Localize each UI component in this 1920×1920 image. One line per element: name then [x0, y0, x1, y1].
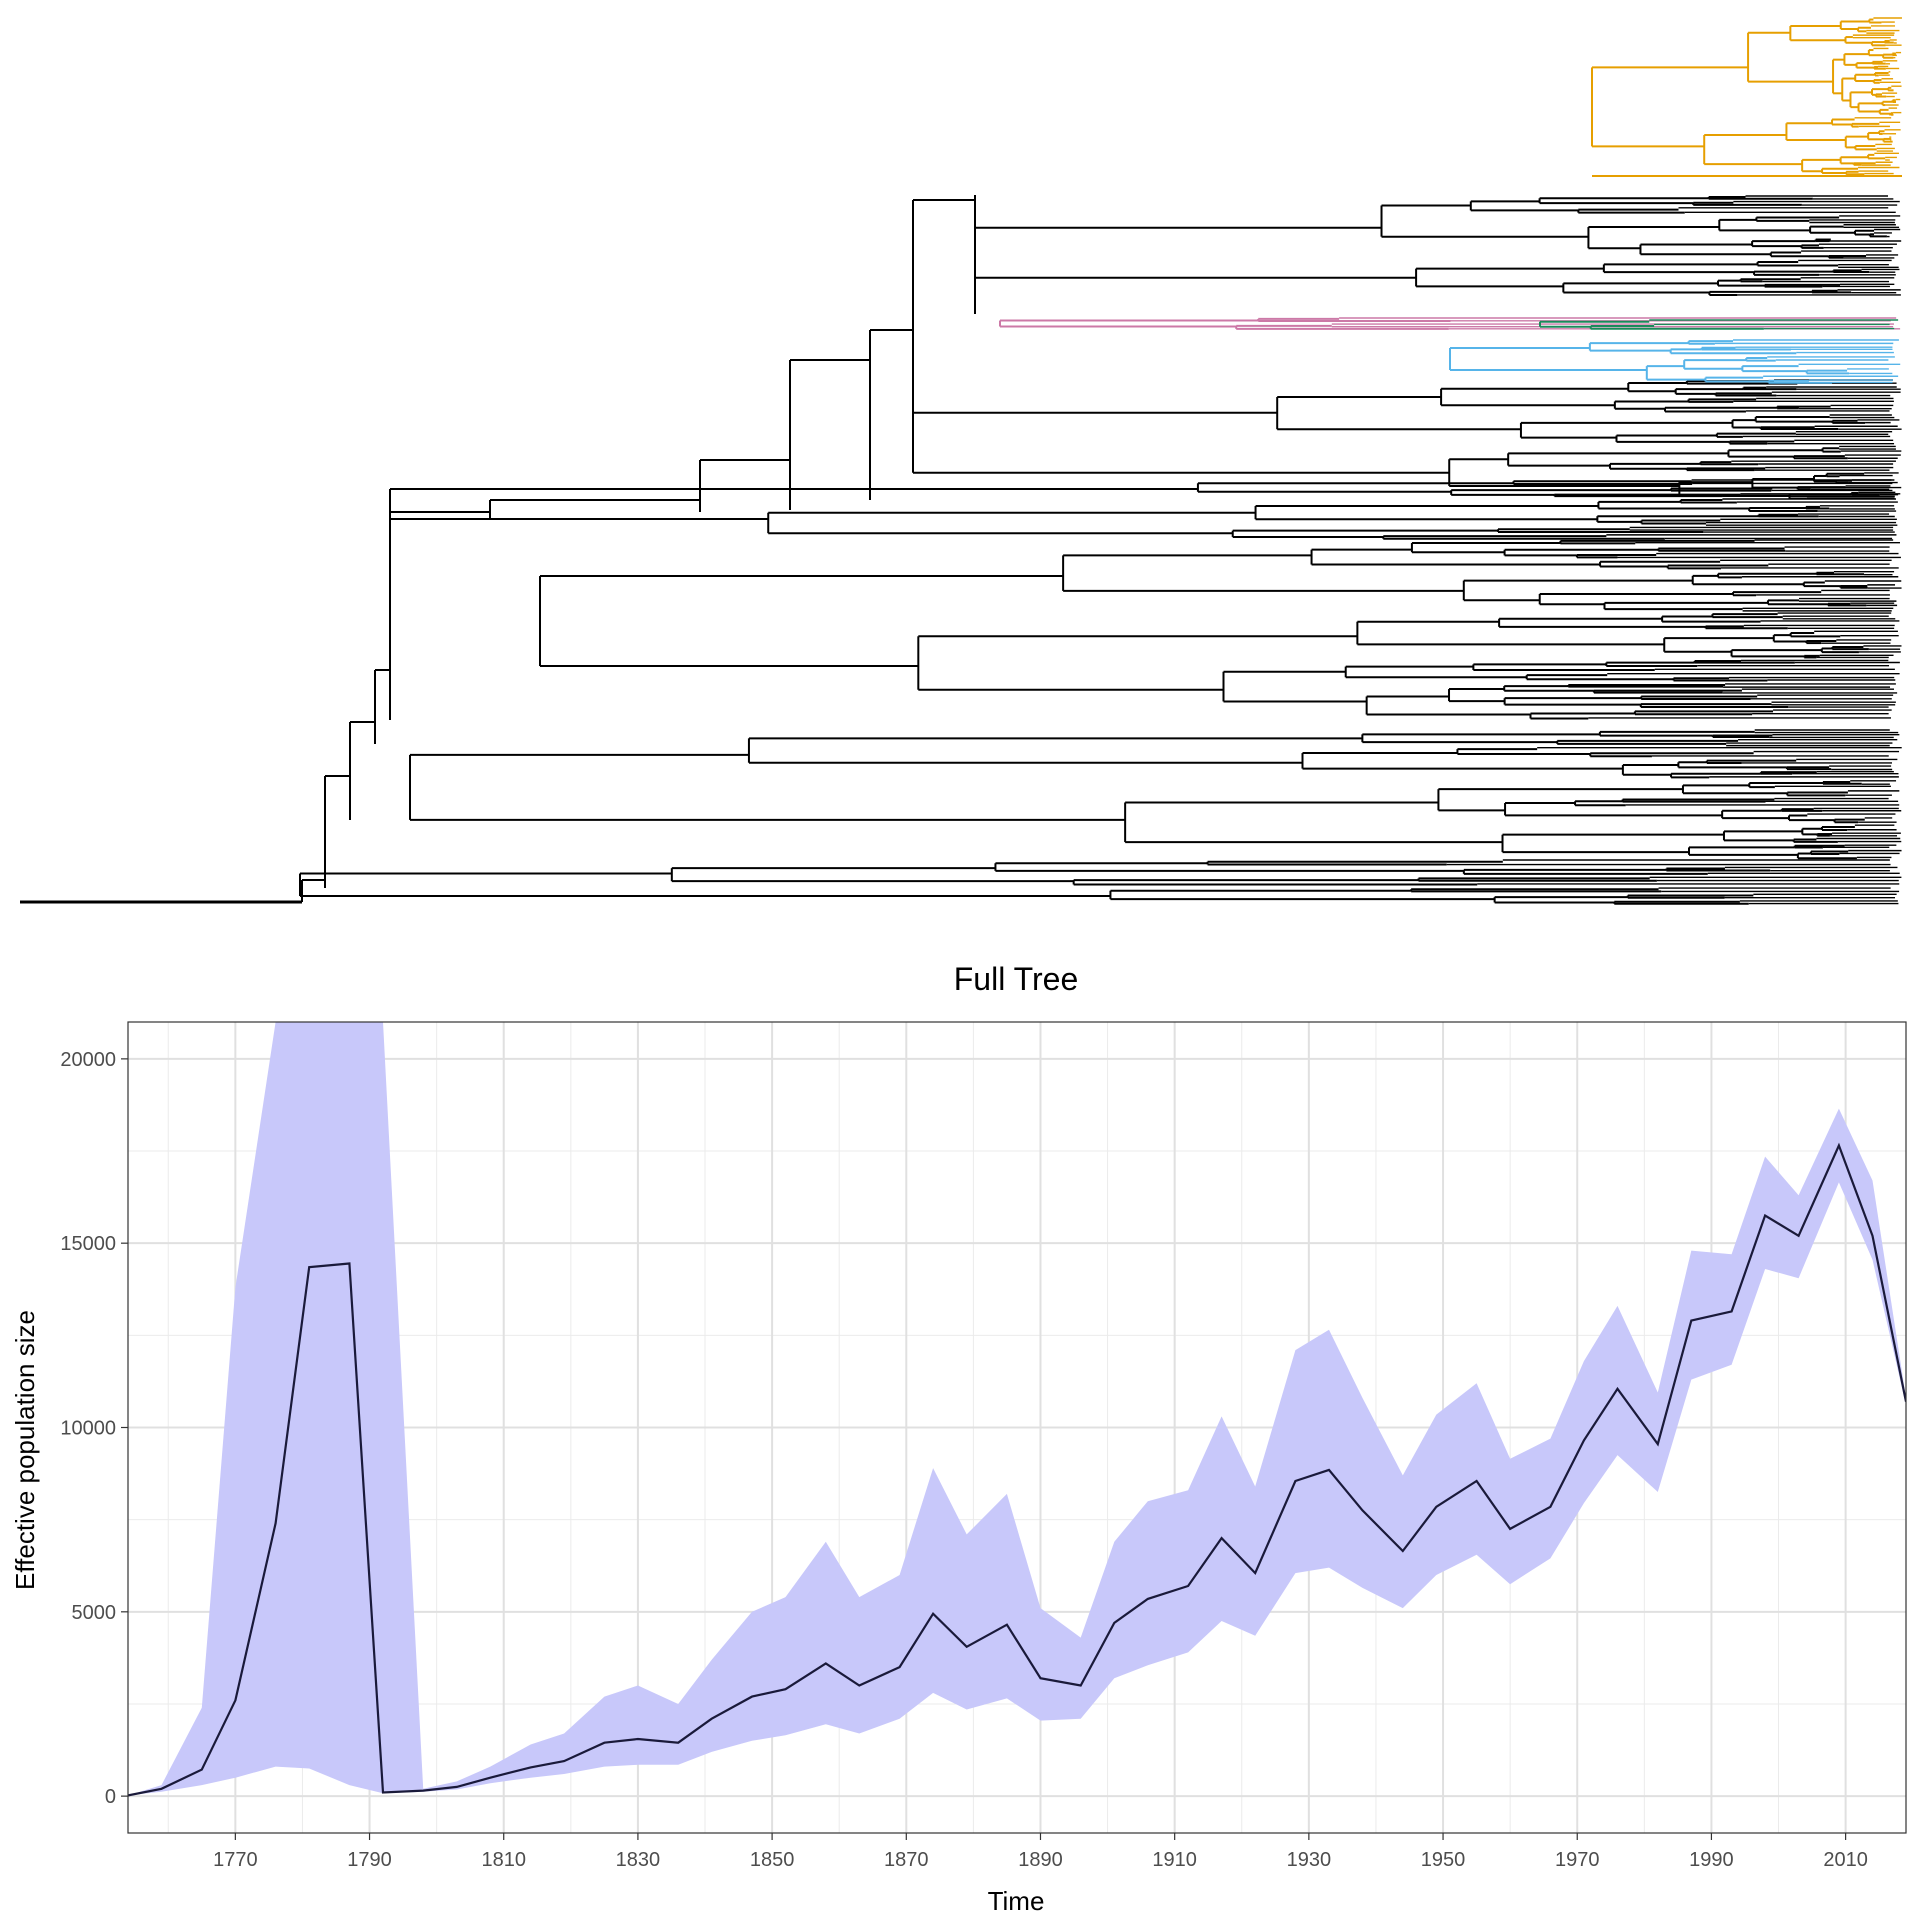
- tree-branches: [20, 17, 1902, 905]
- line-layer: [128, 1142, 1906, 1797]
- median-line: [128, 1142, 1906, 1797]
- y-tick-label: 10000: [60, 1418, 116, 1440]
- x-tick-label: 2010: [1823, 1849, 1868, 1871]
- x-tick-label: 1990: [1689, 1849, 1734, 1871]
- chart-title: Full Tree: [954, 961, 1078, 997]
- y-axis-label: Effective population size: [10, 1310, 40, 1590]
- x-tick-label: 1930: [1287, 1849, 1332, 1871]
- y-tick-label: 0: [105, 1786, 116, 1808]
- x-tick-label: 1830: [616, 1849, 661, 1871]
- x-tick-label: 1770: [213, 1849, 258, 1871]
- y-tick-label: 15000: [60, 1233, 116, 1255]
- x-tick-label: 1910: [1152, 1849, 1197, 1871]
- ribbon-layer: [128, 1022, 1906, 1796]
- y-tick-label: 20000: [60, 1049, 116, 1071]
- x-tick-label: 1790: [347, 1849, 392, 1871]
- y-tick-label: 5000: [72, 1602, 117, 1624]
- x-tick-label: 1970: [1555, 1849, 1600, 1871]
- x-tick-label: 1810: [481, 1849, 526, 1871]
- axis-layer: 1770 1790 1810 1830 1850 1870 1890 1910 1930 1950…: [60, 1049, 1867, 1871]
- x-tick-label: 1870: [884, 1849, 929, 1871]
- confidence-ribbon: [128, 1022, 1906, 1796]
- x-tick-label: 1950: [1421, 1849, 1466, 1871]
- x-tick-label: 1850: [750, 1849, 795, 1871]
- x-axis-label: Time: [988, 1886, 1045, 1916]
- x-tick-label: 1890: [1018, 1849, 1063, 1871]
- skyline-chart: 1770 1790 1810 1830 1850 1870 1890 1910 1930 1950…: [10, 961, 1907, 1916]
- phylogenetic-tree: [20, 17, 1902, 905]
